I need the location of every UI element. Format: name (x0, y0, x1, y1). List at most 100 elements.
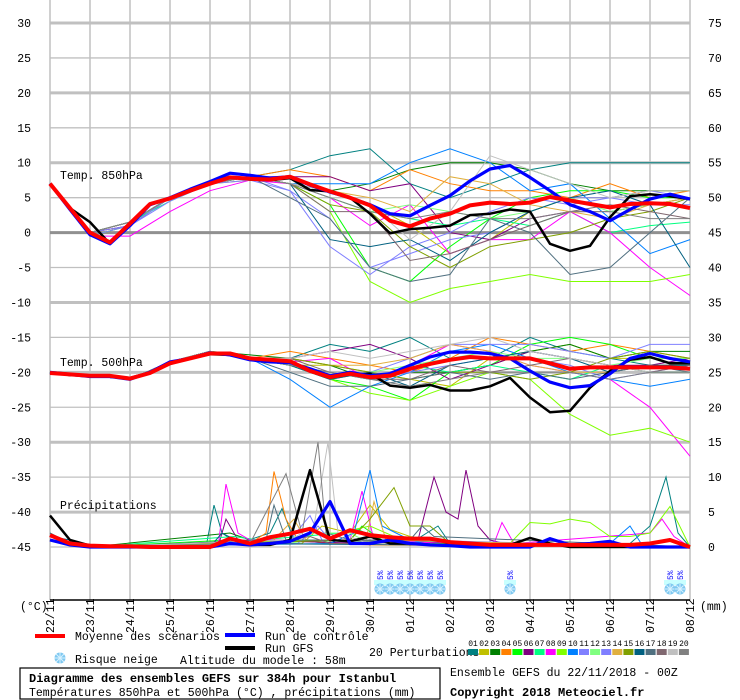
snow-risk-percent: 5% (407, 570, 416, 580)
snow-risk-percent: 5% (677, 570, 686, 580)
main-series (48, 163, 691, 549)
perturbation-10-number: 10 (568, 640, 578, 649)
perturbation-13-number: 13 (601, 640, 611, 649)
right-axis-tick-label: 40 (708, 263, 722, 276)
snow-risk-icon (384, 580, 396, 595)
snow-risk-icon (394, 580, 406, 595)
perturbation-20-number: 20 (679, 640, 689, 649)
perturbation-07-swatch (534, 649, 545, 655)
right-axis-tick-label: 30 (708, 332, 722, 345)
right-axis-tick-label: 35 (708, 297, 722, 310)
x-tick-label: 25/11 (165, 598, 178, 633)
snow-risk-icon (404, 580, 416, 595)
snow-risk-percent: 5% (437, 570, 446, 580)
perturbation-16-number: 16 (635, 640, 645, 649)
perturbation-03-swatch (490, 649, 501, 655)
snow-risk-icon (434, 580, 446, 595)
right-axis-tick-label: 50 (708, 193, 722, 206)
perturbation-01-number: 01 (468, 640, 478, 649)
perturbation-20-t850-line (49, 176, 690, 234)
snow-risk-icon (664, 580, 676, 595)
legend-snow-label: Risque neige (75, 654, 158, 667)
legend: Moyenne des scénarios Run de contrôle Ru… (35, 631, 689, 668)
perturbation-17-number: 17 (646, 640, 656, 649)
label-precip: Précipitations (60, 500, 157, 513)
perturbation-02-swatch (479, 649, 490, 655)
snow-risk-icon (674, 580, 686, 595)
x-tick-label: 05/12 (565, 598, 578, 633)
x-tick-label: 26/11 (205, 598, 218, 633)
snowflake-icon (54, 652, 66, 664)
left-axis-tick-label: 10 (17, 158, 31, 171)
left-axis-tick-label: -15 (10, 332, 31, 345)
x-tick-label: 02/12 (445, 598, 458, 633)
perturbation-12-swatch (590, 649, 601, 655)
perturbation-19-swatch (667, 649, 678, 655)
perturbation-05-number: 05 (513, 640, 523, 649)
perturbation-20-swatch (678, 649, 689, 655)
snow-risk-percent: 5% (507, 570, 516, 580)
right-axis-tick-label: 70 (708, 53, 722, 66)
chart-subtitle: Températures 850hPa et 500hPa (°C) , pré… (29, 687, 415, 700)
x-tick-label: 08/12 (685, 598, 698, 633)
run-info: Ensemble GEFS du 22/11/2018 - 00Z (450, 667, 678, 680)
perturbation-11-number: 11 (579, 640, 589, 649)
perturbation-10-swatch (567, 649, 578, 655)
perturbation-16-swatch (634, 649, 645, 655)
mean-t500-line (49, 351, 691, 381)
x-tick-label: 22/11 (45, 598, 58, 633)
left-axis-tick-label: 20 (17, 88, 31, 101)
x-tick-label: 27/11 (245, 598, 258, 633)
perturbation-04-swatch (501, 649, 512, 655)
x-tick-label: 04/12 (525, 598, 538, 633)
snow-risk-icon (374, 580, 386, 595)
right-axis-tick-label: 15 (708, 437, 722, 450)
x-tick-label: 01/12 (405, 598, 418, 633)
label-t850: Temp. 850hPa (60, 170, 143, 183)
snow-risk-percent: 5% (427, 570, 436, 580)
right-axis-tick-label: 0 (708, 542, 715, 555)
chart-title: Diagramme des ensembles GEFS sur 384h po… (29, 672, 396, 686)
snow-risk-percent: 5% (377, 570, 386, 580)
copyright: Copyright 2018 Meteociel.fr (450, 686, 644, 700)
snow-risk-icon (424, 580, 436, 595)
perturbation-swatches: 01 02 03 04 05 06 07 08 09 10 11 12 13 14 15 16 17 18 19 20 (468, 640, 689, 655)
x-tick-label: 24/11 (125, 598, 138, 633)
x-tick-label: 03/12 (485, 598, 498, 633)
right-axis-unit: (mm) (700, 601, 728, 614)
left-axis-tick-label: 5 (24, 193, 31, 206)
left-axis-tick-label: -10 (10, 297, 31, 310)
x-tick-label: 30/11 (365, 598, 378, 633)
snow-risk-row: 5% 5% 5% 5% 5% 5% 5% 5% 5% 5% (374, 570, 686, 595)
axes: 22/11 23/11 24/11 25/11 26/11 27/11 28/11 29/11… (10, 18, 727, 633)
perturbation-14-swatch (612, 649, 623, 655)
snow-risk-percent: 5% (397, 570, 406, 580)
perturbation-15-number: 15 (624, 640, 634, 649)
left-axis-tick-label: -40 (10, 507, 31, 520)
left-axis-tick-label: -25 (10, 402, 31, 415)
perturbation-17-swatch (645, 649, 656, 655)
perturbation-12-number: 12 (590, 640, 600, 649)
perturbation-08-t850-line (49, 179, 691, 296)
perturbation-04-number: 04 (501, 640, 511, 649)
left-axis-tick-label: 30 (17, 18, 31, 31)
title-box (19, 667, 441, 700)
right-axis-tick-label: 65 (708, 88, 722, 101)
perturbation-15-swatch (623, 649, 634, 655)
right-axis-tick-label: 45 (708, 228, 722, 241)
right-axis-tick-label: 25 (708, 367, 722, 380)
left-axis-tick-label: -45 (10, 542, 31, 555)
altitude-label: Altitude du modele : 58m (180, 655, 346, 668)
right-axis-tick-label: 5 (708, 507, 715, 520)
snow-risk-percent: 5% (417, 570, 426, 580)
perturbation-18-number: 18 (657, 640, 667, 649)
legend-perturbations-label: 20 Perturbations (369, 647, 479, 660)
left-axis-tick-label: 15 (17, 123, 31, 136)
left-axis-tick-label: 25 (17, 53, 31, 66)
left-axis-tick-label: -35 (10, 472, 31, 485)
snow-risk-icon (414, 580, 426, 595)
left-axis-tick-label: -5 (17, 263, 31, 276)
legend-mean-label: Moyenne des scénarios (75, 631, 220, 644)
mean-precip-line (49, 526, 691, 549)
